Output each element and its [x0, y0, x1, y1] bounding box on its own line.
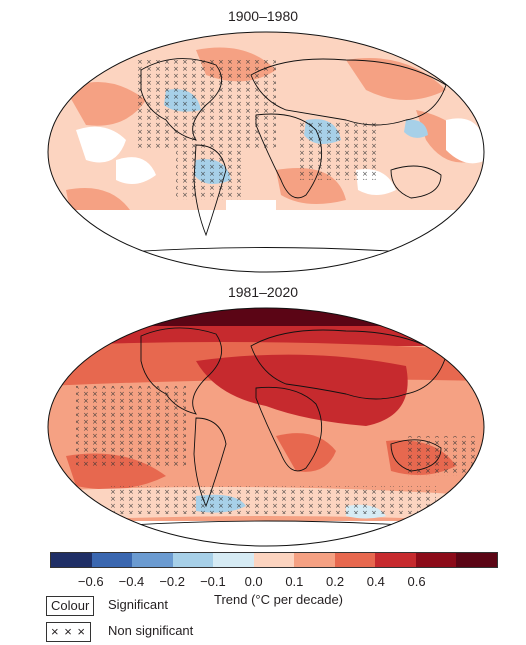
colorbar-tick-label: 0.0: [244, 574, 263, 589]
colorbar-tick-label: 0.2: [326, 574, 345, 589]
colorbar-segment: [132, 553, 173, 567]
colorbar-segment: [172, 553, 214, 567]
colorbar-segment: [213, 553, 254, 567]
colorbar-tick-label: −0.2: [159, 574, 186, 589]
colorbar-segment: [51, 553, 92, 567]
colorbar-segment: [415, 553, 457, 567]
colorbar-tick-label: −0.1: [200, 574, 226, 589]
colorbar-segment: [294, 553, 335, 567]
colorbar-label: Trend (°C per decade): [214, 592, 343, 607]
panel-title-1981-2020: 1981–2020: [227, 284, 299, 300]
colorbar-tick-label: −0.4: [118, 574, 145, 589]
colorbar: [50, 552, 498, 568]
legend-cross-box: × × ×: [46, 622, 91, 642]
legend-non-significant-label: Non significant: [108, 623, 194, 638]
legend-significant-label: Significant: [108, 597, 168, 612]
colorbar-tick-label: −0.6: [77, 574, 104, 589]
colorbar-segment: [91, 553, 133, 567]
colorbar-tick-label: 0.4: [366, 574, 385, 589]
colorbar-tick-label: 0.1: [285, 574, 304, 589]
colorbar-segment: [253, 553, 295, 567]
legend-colour-box: Colour: [46, 596, 95, 616]
colorbar-segment: [375, 553, 416, 567]
map-1900-1980: ×: [47, 31, 485, 273]
map-1981-2020: ×: [47, 307, 485, 547]
colorbar-segment: [456, 553, 498, 567]
colorbar-tick-label: 0.6: [407, 574, 426, 589]
panel-title-1900-1980: 1900–1980: [227, 8, 299, 24]
colorbar-segment: [334, 553, 376, 567]
